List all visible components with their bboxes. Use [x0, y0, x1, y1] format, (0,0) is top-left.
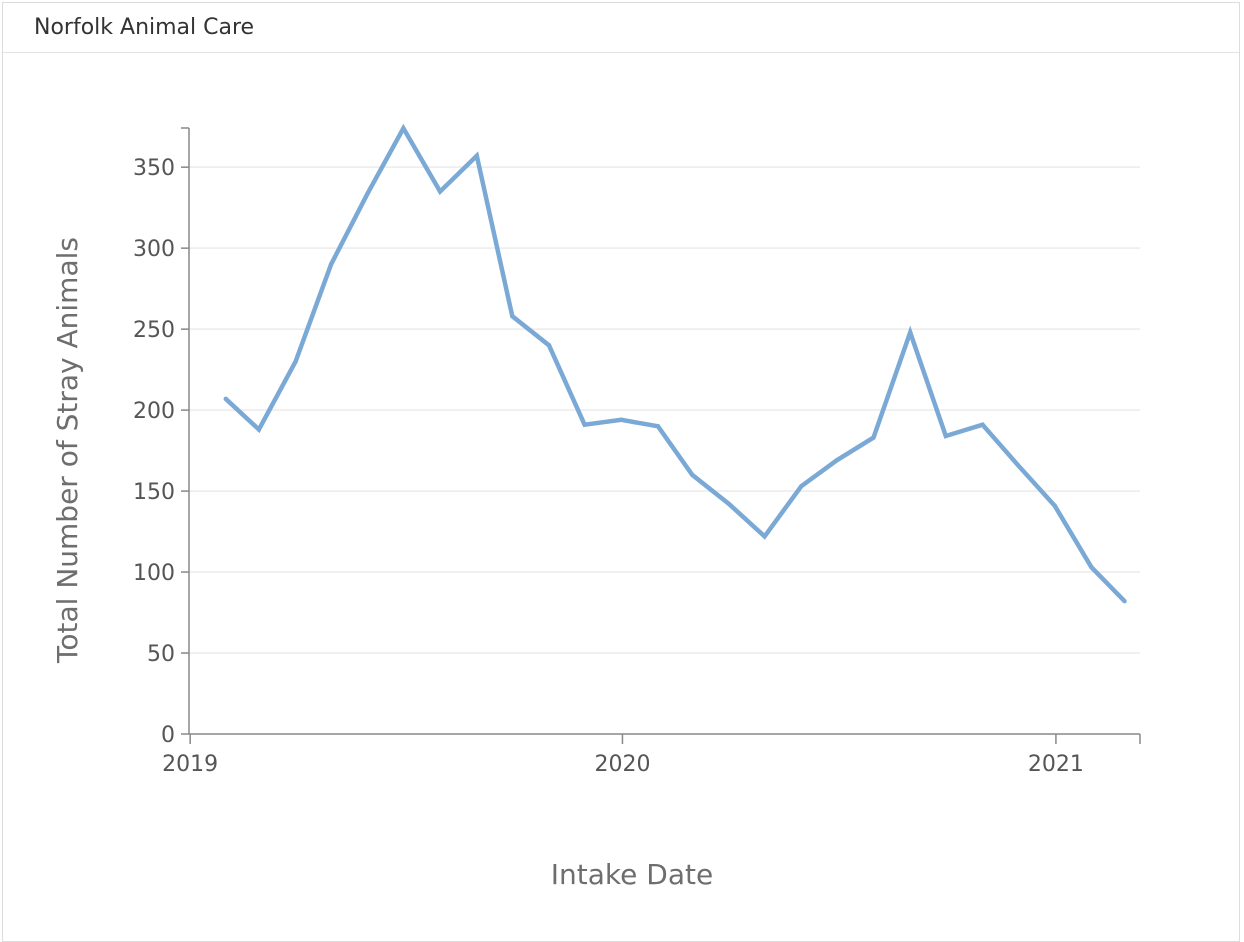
- data-point[interactable]: [980, 422, 985, 427]
- y-axis-ticks: 0 50 100 150 200 250 300 350: [133, 127, 189, 748]
- data-point[interactable]: [690, 472, 695, 478]
- data-point[interactable]: [293, 359, 298, 364]
- y-axis-title: Total Number of Stray Animals: [51, 237, 84, 664]
- panel-title: Norfolk Animal Care: [34, 15, 255, 40]
- y-tick-label: 200: [133, 399, 175, 424]
- x-axis-title: Intake Date: [551, 858, 713, 891]
- data-point[interactable]: [1015, 462, 1021, 468]
- data-point[interactable]: [726, 501, 732, 507]
- y-tick-label: 300: [133, 237, 175, 262]
- data-point[interactable]: [762, 534, 767, 539]
- data-point[interactable]: [1122, 599, 1127, 604]
- data-point[interactable]: [328, 262, 334, 267]
- data-point[interactable]: [510, 313, 515, 319]
- data-point[interactable]: [871, 435, 876, 440]
- data-point[interactable]: [437, 189, 443, 194]
- data-point[interactable]: [401, 126, 406, 131]
- series-layer: [223, 123, 1127, 604]
- data-point[interactable]: [582, 422, 587, 427]
- data-point[interactable]: [655, 424, 661, 429]
- panel-header: Norfolk Animal Care: [3, 3, 1239, 53]
- data-point[interactable]: [834, 458, 840, 463]
- data-point[interactable]: [365, 190, 371, 196]
- y-tick-label: 350: [133, 156, 175, 181]
- x-tick-label: 2020: [594, 752, 650, 777]
- data-point[interactable]: [1089, 564, 1094, 570]
- data-point[interactable]: [908, 330, 913, 335]
- y-tick-label: 150: [133, 480, 175, 505]
- y-tick-label: 50: [147, 642, 175, 667]
- y-tick-label: 250: [133, 318, 175, 343]
- axes: [188, 128, 1140, 735]
- y-tick-label: 100: [133, 561, 175, 586]
- y-tick-label: 0: [161, 723, 175, 748]
- data-point[interactable]: [619, 417, 624, 423]
- data-point[interactable]: [943, 433, 948, 439]
- data-point[interactable]: [256, 427, 262, 432]
- x-axis-ticks: 2019 2020 2021: [162, 734, 1141, 777]
- series-line: [224, 123, 1127, 603]
- data-point[interactable]: [546, 343, 552, 348]
- x-tick-label: 2019: [162, 752, 218, 777]
- data-point[interactable]: [1052, 503, 1057, 508]
- data-point[interactable]: [799, 484, 804, 489]
- data-point[interactable]: [474, 153, 479, 159]
- gridlines: [189, 166, 1140, 654]
- x-tick-label: 2021: [1028, 752, 1084, 777]
- data-point[interactable]: [223, 396, 228, 401]
